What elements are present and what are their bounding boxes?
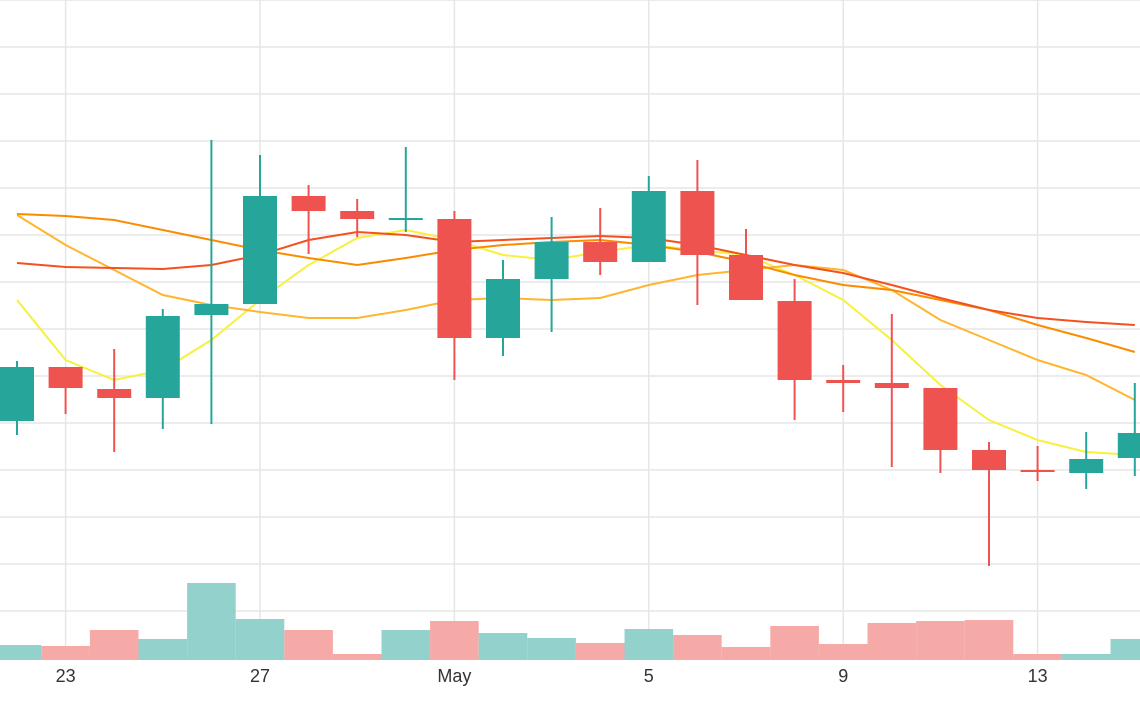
volume-bar bbox=[770, 626, 819, 660]
candle-body bbox=[826, 380, 861, 383]
candle-body bbox=[48, 367, 83, 388]
candle-body bbox=[1069, 459, 1104, 473]
candle-body bbox=[388, 218, 423, 220]
x-tick-label: 27 bbox=[250, 666, 270, 686]
volume-bar bbox=[478, 633, 528, 660]
candle-body bbox=[437, 219, 472, 338]
candle-body bbox=[1020, 470, 1055, 472]
volume-bar bbox=[624, 629, 674, 660]
volume-bar bbox=[527, 638, 576, 660]
candle-body bbox=[243, 196, 277, 304]
candle-body bbox=[874, 383, 909, 388]
volume-bar bbox=[1013, 654, 1062, 660]
candle-body bbox=[0, 367, 34, 421]
moving-average bbox=[16, 228, 1135, 456]
volume-bar bbox=[41, 646, 90, 660]
candle-body bbox=[631, 191, 666, 262]
candle-body bbox=[486, 279, 520, 338]
volume-bar bbox=[1061, 654, 1111, 660]
moving-average bbox=[16, 230, 1135, 326]
volume-bar bbox=[721, 647, 771, 660]
candle-body bbox=[97, 389, 132, 398]
candle-body bbox=[583, 242, 618, 262]
volume-bar bbox=[916, 621, 965, 660]
moving-average bbox=[16, 214, 1136, 401]
candle-body bbox=[923, 388, 958, 450]
volume-bar bbox=[235, 619, 285, 660]
candle-body bbox=[291, 196, 326, 211]
candle-body bbox=[340, 211, 375, 219]
candle-body bbox=[194, 304, 229, 315]
volume-bar bbox=[818, 644, 868, 660]
volume-bar bbox=[673, 635, 722, 660]
volume-bar bbox=[964, 620, 1014, 660]
candle-body bbox=[729, 255, 763, 300]
volume-bar bbox=[0, 645, 42, 660]
volume-bar bbox=[381, 630, 431, 660]
volume-bar bbox=[1110, 639, 1140, 660]
volume-bar bbox=[284, 630, 333, 660]
x-tick-label: May bbox=[437, 666, 471, 686]
candle-body bbox=[680, 191, 715, 255]
candle-body bbox=[145, 316, 180, 398]
x-tick-label: 9 bbox=[838, 666, 848, 686]
moving-average bbox=[16, 213, 1136, 353]
volume-bar bbox=[867, 623, 917, 660]
volume-bar bbox=[187, 583, 236, 660]
candle-body bbox=[1117, 433, 1140, 458]
volume-bar bbox=[332, 654, 382, 660]
x-tick-label: 13 bbox=[1028, 666, 1048, 686]
volume-bar bbox=[138, 639, 188, 660]
candle-body bbox=[777, 301, 812, 380]
x-tick-label: 23 bbox=[56, 666, 76, 686]
volume-bar bbox=[89, 630, 139, 660]
candle-body bbox=[972, 450, 1006, 470]
x-tick-label: 5 bbox=[644, 666, 654, 686]
volume-bar bbox=[575, 643, 625, 660]
candle-body bbox=[534, 242, 569, 279]
volume-bar bbox=[430, 621, 479, 660]
